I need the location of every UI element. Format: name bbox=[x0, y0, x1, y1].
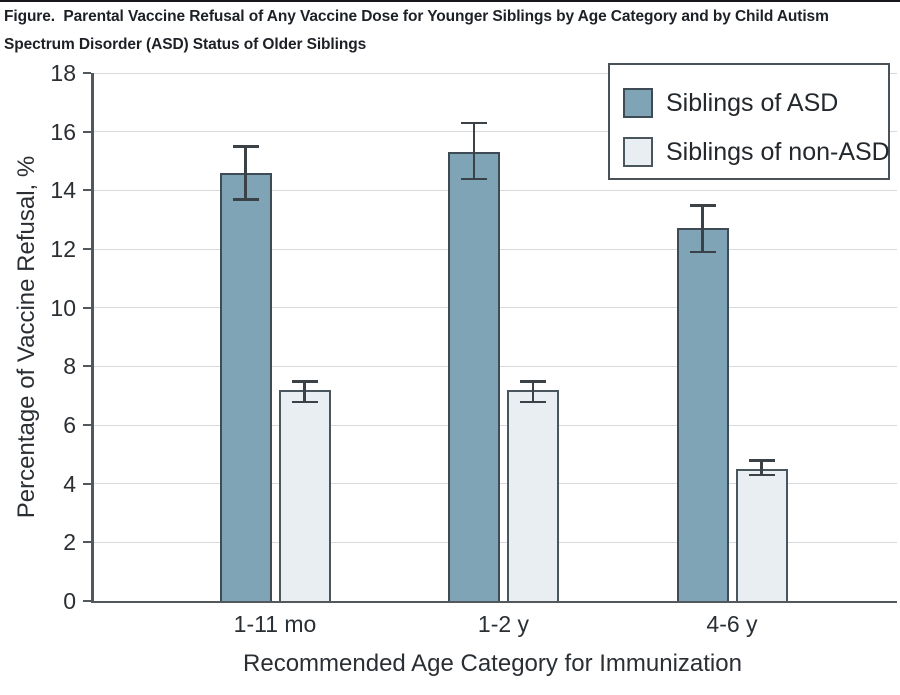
figure-title: Figure. Parental Vaccine Refusal of Any … bbox=[4, 8, 833, 53]
y-tick bbox=[83, 600, 91, 602]
legend-swatch-asd-icon bbox=[623, 87, 653, 118]
x-axis-line bbox=[91, 600, 897, 603]
top-border bbox=[0, 0, 900, 2]
error-bar-cap-top bbox=[461, 121, 487, 125]
legend-label-non-asd: Siblings of non-ASD bbox=[666, 137, 890, 166]
bar-non-asd-1-2y bbox=[507, 389, 559, 601]
y-tick-label: 0 bbox=[63, 588, 76, 614]
y-tick bbox=[83, 248, 91, 250]
legend-item-non-asd: Siblings of non-ASD bbox=[623, 127, 890, 176]
y-tick bbox=[83, 365, 91, 368]
legend-item-asd: Siblings of ASD bbox=[623, 78, 888, 127]
y-tick-label: 12 bbox=[50, 236, 76, 262]
error-bar-cap-bottom bbox=[232, 198, 259, 201]
y-tick bbox=[83, 130, 91, 133]
y-tick-label: 8 bbox=[63, 353, 76, 380]
y-gridline bbox=[92, 72, 897, 74]
x-tick-label: 1-2 y bbox=[477, 611, 530, 637]
legend-swatch-non-asd-icon bbox=[623, 136, 653, 167]
y-tick-label: 18 bbox=[50, 60, 76, 86]
y-tick bbox=[83, 306, 91, 309]
bar-asd-1-2y bbox=[448, 152, 500, 601]
bar-asd-4-6y bbox=[676, 228, 729, 601]
error-bar-line bbox=[760, 460, 763, 475]
bar-non-asd-1-11mo bbox=[278, 389, 331, 601]
error-bar-line bbox=[472, 122, 476, 179]
y-tick-label: 10 bbox=[50, 294, 76, 321]
error-bar-cap-top bbox=[232, 145, 259, 148]
error-bar-line bbox=[244, 146, 247, 200]
error-bar-cap-bottom bbox=[689, 250, 716, 254]
bar-non-asd-4-6y bbox=[735, 469, 788, 601]
error-bar-cap-bottom bbox=[291, 400, 318, 404]
error-bar-cap-top bbox=[291, 380, 318, 383]
error-bar-cap-top bbox=[748, 459, 775, 462]
error-bar-line bbox=[303, 381, 306, 402]
bar-asd-1-11mo bbox=[219, 172, 272, 601]
y-axis-title: Percentage of Vaccine Refusal, % bbox=[13, 155, 40, 519]
y-tick-label: 2 bbox=[63, 529, 76, 556]
y-tick-label: 14 bbox=[50, 177, 76, 204]
y-tick-label: 16 bbox=[50, 118, 76, 145]
y-tick bbox=[83, 482, 91, 485]
y-axis-line bbox=[91, 73, 94, 603]
y-tick-label: 6 bbox=[63, 412, 76, 438]
y-tick-label: 4 bbox=[63, 470, 76, 497]
error-bar-cap-bottom bbox=[520, 400, 546, 404]
x-tick-label: 1-11 mo bbox=[233, 611, 317, 637]
x-axis-title: Recommended Age Category for Immunizatio… bbox=[243, 650, 742, 677]
y-tick bbox=[83, 189, 91, 192]
y-gridline bbox=[92, 131, 897, 133]
error-bar-cap-bottom bbox=[461, 177, 487, 181]
error-bar-line bbox=[531, 381, 535, 402]
y-tick bbox=[83, 541, 91, 544]
y-tick bbox=[83, 72, 91, 74]
y-tick bbox=[83, 424, 91, 426]
x-tick-label: 4-6 y bbox=[706, 611, 758, 637]
error-bar-cap-top bbox=[689, 204, 716, 207]
error-bar-line bbox=[701, 205, 704, 252]
error-bar-cap-bottom bbox=[748, 473, 775, 477]
legend-label-asd: Siblings of ASD bbox=[666, 88, 839, 117]
error-bar-cap-top bbox=[520, 380, 546, 383]
legend: Siblings of ASD Siblings of non-ASD bbox=[608, 63, 890, 180]
